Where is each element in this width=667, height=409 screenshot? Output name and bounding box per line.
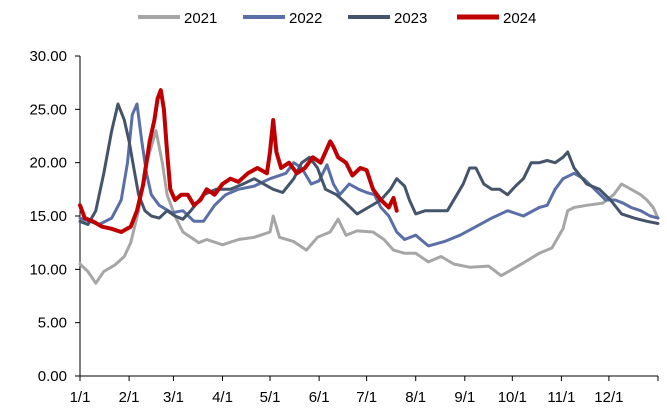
x-tick-label: 3/1 (163, 389, 184, 406)
y-tick-label: 30.00 (29, 48, 67, 65)
x-tick-label: 8/1 (405, 389, 426, 406)
x-tick-label: 1/1 (70, 389, 91, 406)
legend-label-2021: 2021 (184, 10, 217, 27)
series-line-2024 (78, 88, 399, 234)
x-tick-label: 5/1 (260, 389, 281, 406)
x-tick-label: 11/1 (547, 389, 575, 406)
series-line-2023 (78, 102, 660, 226)
y-tick-label: 15.00 (29, 208, 67, 225)
y-tick-label: 5.00 (38, 315, 67, 332)
y-tick-label: 10.00 (29, 261, 67, 278)
y-axis: 0.00 5.00 10.00 15.00 20.00 25.00 30.00 (29, 48, 81, 385)
x-tick-label: 12/1 (594, 389, 623, 406)
plot-area (78, 88, 660, 285)
x-tick-label: 9/1 (454, 389, 475, 406)
legend-label-2024: 2024 (503, 10, 536, 27)
y-tick-label: 0.00 (38, 368, 67, 385)
y-tick-label: 20.00 (29, 155, 67, 172)
legend-label-2023: 2023 (394, 10, 427, 27)
series-line-2021 (78, 129, 660, 285)
y-tick-label: 25.00 (29, 101, 67, 118)
x-tick-label: 2/1 (119, 389, 140, 406)
legend-label-2022: 2022 (289, 10, 322, 27)
x-tick-label: 6/1 (309, 389, 330, 406)
series-line-2022 (78, 102, 660, 248)
x-tick-label: 10/1 (498, 389, 527, 406)
chart-legend: 2021 2022 2023 2024 (138, 10, 536, 27)
x-tick-label: 7/1 (356, 389, 377, 406)
x-axis: 1/1 2/1 3/1 4/1 5/1 6/1 7/1 8/1 9/1 10/1 11/1 12/1 (70, 375, 659, 406)
x-tick-label: 4/1 (212, 389, 233, 406)
